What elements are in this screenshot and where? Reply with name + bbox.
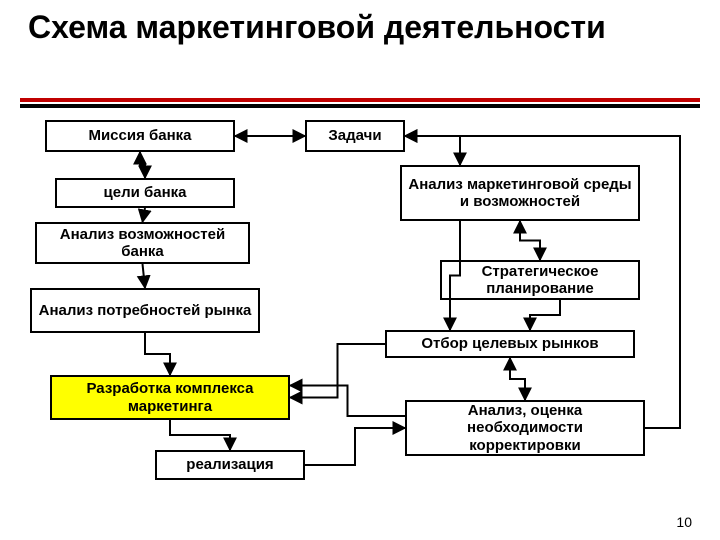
page-title: Схема маркетинговой деятельности	[28, 10, 606, 45]
page-number: 10	[676, 514, 692, 530]
title-rule-red	[20, 98, 700, 102]
node-mix: Разработка комплекса маркетинга	[50, 375, 290, 420]
title-rule-black	[20, 104, 700, 108]
node-tasks: Задачи	[305, 120, 405, 152]
node-impl: реализация	[155, 450, 305, 480]
node-needs: Анализ потребностей рынка	[30, 288, 260, 333]
node-adjust: Анализ, оценка необходимости корректиров…	[405, 400, 645, 456]
node-env: Анализ маркетинговой среды и возможносте…	[400, 165, 640, 221]
node-strat: Стратегическое планирование	[440, 260, 640, 300]
node-target: Отбор целевых рынков	[385, 330, 635, 358]
node-cap: Анализ возможностей банка	[35, 222, 250, 264]
node-goals: цели банка	[55, 178, 235, 208]
node-mission: Миссия банка	[45, 120, 235, 152]
